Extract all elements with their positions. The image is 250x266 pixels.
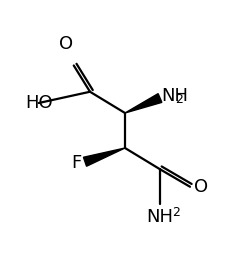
Text: HO: HO (25, 94, 52, 113)
Text: O: O (194, 178, 208, 196)
Text: NH: NH (146, 208, 173, 226)
Polygon shape (125, 94, 162, 113)
Text: F: F (71, 155, 81, 172)
Text: NH: NH (161, 87, 188, 105)
Text: O: O (59, 35, 73, 53)
Text: 2: 2 (175, 93, 183, 106)
Text: 2: 2 (172, 206, 180, 219)
Polygon shape (84, 148, 125, 166)
